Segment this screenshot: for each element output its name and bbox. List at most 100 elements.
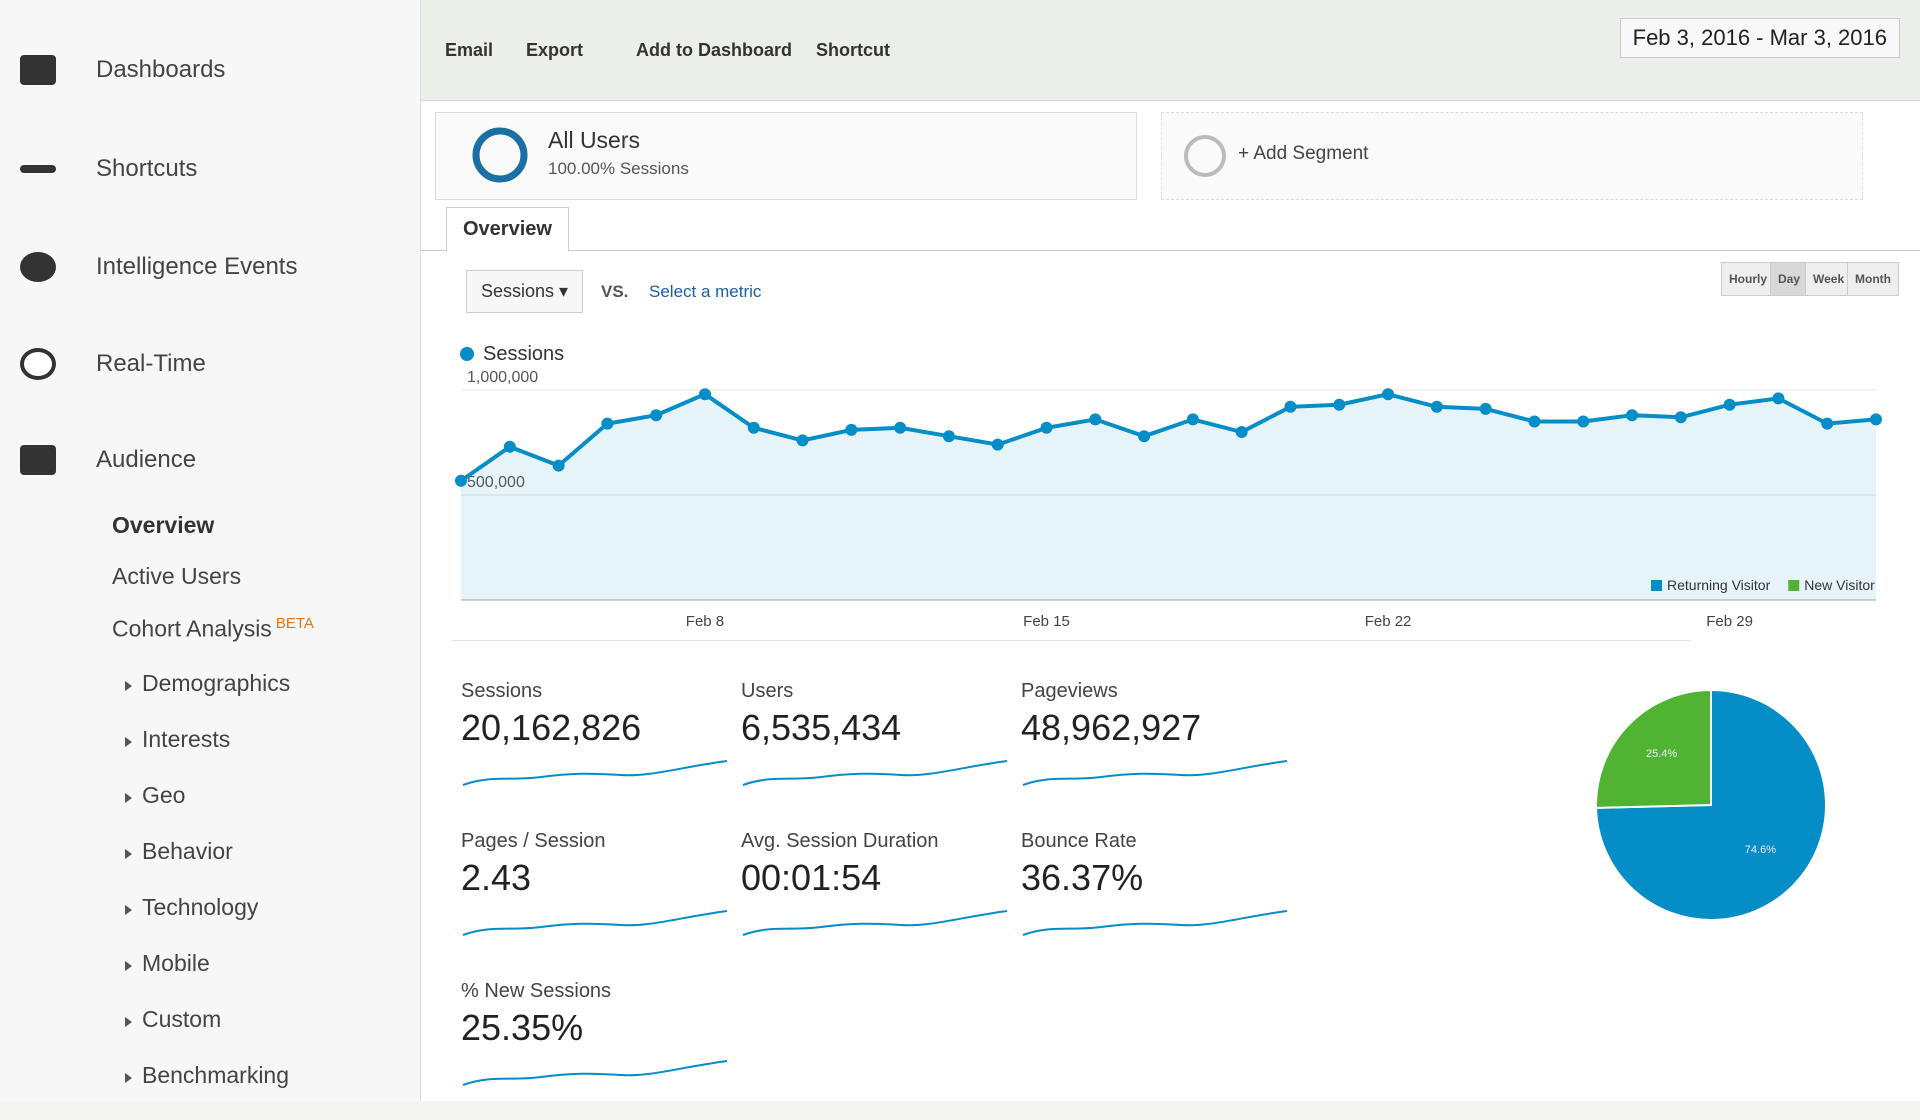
beta-badge: BETA bbox=[275, 615, 314, 632]
nav-group[interactable]: Interests bbox=[125, 726, 230, 753]
sparkline bbox=[462, 1060, 728, 1086]
nav-group[interactable]: Demographics bbox=[125, 670, 290, 697]
metric-label: Pageviews bbox=[1021, 680, 1118, 702]
metric-tile: Avg. Session Duration 00:01:54 bbox=[741, 830, 1011, 970]
metric-label: % New Sessions bbox=[461, 980, 612, 1002]
point bbox=[796, 434, 809, 447]
date-range[interactable]: Feb 3, 2016 - Mar 3, 2016 bbox=[1619, 18, 1900, 58]
metric-value: 20,162,826 bbox=[461, 707, 642, 748]
sparkline bbox=[462, 910, 728, 936]
point bbox=[894, 421, 907, 434]
sidebar: Dashboards Shortcuts Intelligence Events… bbox=[0, 0, 421, 1101]
toolbar-button[interactable]: Shortcut bbox=[816, 40, 890, 60]
pie-slice bbox=[1595, 688, 1827, 921]
legend-marker bbox=[460, 347, 474, 361]
metric-tile: Sessions 20,162,826 bbox=[461, 680, 731, 820]
point bbox=[845, 423, 858, 436]
nav-sub[interactable]: Cohort Analysis BETA bbox=[112, 615, 314, 643]
add-segment[interactable]: + Add Segment bbox=[1161, 112, 1863, 200]
line bbox=[459, 391, 1877, 483]
nav-item[interactable]: Dashboards bbox=[20, 55, 225, 85]
sparkline bbox=[1022, 760, 1288, 786]
pie-chart: Returning Visitor New Visitor 74.6% 25.4% bbox=[1595, 577, 1875, 921]
point bbox=[1577, 415, 1590, 428]
metric-picker[interactable]: Sessions ▾ bbox=[466, 270, 584, 313]
add-segment-icon bbox=[1184, 135, 1226, 177]
point bbox=[455, 474, 467, 487]
point bbox=[503, 440, 516, 453]
icon bbox=[20, 445, 56, 475]
granularity[interactable]: Week bbox=[1805, 262, 1853, 296]
toolbar-button[interactable]: Add to Dashboard bbox=[636, 40, 792, 60]
legend-label: Sessions bbox=[483, 343, 564, 365]
nav-sub[interactable]: Active Users bbox=[112, 563, 242, 589]
nav-group[interactable]: Custom bbox=[125, 1006, 221, 1033]
metric-tile: Users 6,535,434 bbox=[741, 680, 1011, 820]
metric-value: 48,962,927 bbox=[1021, 707, 1202, 748]
icon bbox=[20, 252, 56, 282]
metric-tile: Pageviews 48,962,927 bbox=[1021, 680, 1291, 820]
sparkline bbox=[462, 760, 728, 786]
tab-line bbox=[421, 250, 1920, 251]
segment[interactable]: All Users 100.00% Sessions bbox=[435, 112, 1137, 200]
nav-group[interactable]: Technology bbox=[125, 894, 258, 921]
nav-group[interactable]: Behavior bbox=[125, 838, 233, 865]
tab[interactable]: Overview bbox=[446, 207, 569, 252]
nav-item[interactable]: Real-Time bbox=[20, 348, 206, 380]
point bbox=[991, 438, 1004, 451]
nav-item[interactable]: Intelligence Events bbox=[20, 252, 297, 282]
toolbar-button[interactable]: Export bbox=[526, 40, 584, 60]
metric: Sessions bbox=[481, 281, 555, 301]
metric-value: 6,535,434 bbox=[741, 707, 902, 748]
point bbox=[1235, 426, 1248, 438]
point bbox=[1284, 400, 1297, 413]
point bbox=[1089, 413, 1102, 426]
legend-marker bbox=[1651, 580, 1662, 591]
metric-label: Sessions bbox=[461, 680, 543, 702]
nav-group[interactable]: Mobile bbox=[125, 950, 210, 977]
add-segment-label: + Add Segment bbox=[1238, 143, 1369, 164]
pie-slice bbox=[1595, 688, 1712, 809]
point bbox=[1772, 392, 1785, 405]
nav-label: Intelligence Events bbox=[96, 253, 298, 280]
nav-sub[interactable]: Overview bbox=[112, 512, 215, 538]
point bbox=[1723, 398, 1736, 411]
granularity[interactable]: Hourly bbox=[1721, 262, 1776, 296]
point bbox=[747, 421, 760, 434]
nav-item[interactable]: Shortcuts bbox=[20, 155, 197, 183]
nav-group[interactable]: Geo bbox=[125, 782, 185, 809]
point bbox=[698, 388, 711, 401]
x-tick-label: Feb 22 bbox=[1365, 613, 1412, 630]
legend-label: Returning Visitor bbox=[1667, 577, 1771, 593]
select-metric[interactable]: Select a metric bbox=[649, 282, 762, 301]
point bbox=[1430, 400, 1443, 413]
main: Email Export Add to Dashboard Shortcut F… bbox=[421, 0, 1920, 1101]
toolbar-button[interactable]: Email bbox=[445, 40, 494, 60]
sparkline bbox=[1022, 910, 1288, 936]
point bbox=[942, 430, 955, 443]
point bbox=[1821, 417, 1834, 430]
icon bbox=[20, 55, 56, 85]
metric-value: 00:01:54 bbox=[741, 857, 882, 898]
point bbox=[1626, 409, 1639, 422]
metric-value: 2.43 bbox=[461, 857, 532, 898]
line-chart: Sessions 500,000 1,000,000 Feb 8 Feb 15 Feb 2… bbox=[455, 343, 1882, 630]
metric-tile: Pages / Session 2.43 bbox=[461, 830, 731, 970]
granularity[interactable]: Month bbox=[1847, 262, 1899, 296]
segment-share: 100.00% Sessions bbox=[548, 159, 689, 178]
nav-label: Shortcuts bbox=[96, 155, 198, 182]
x-tick-label: Feb 29 bbox=[1706, 613, 1753, 630]
metric-label: Users bbox=[741, 680, 794, 702]
icon bbox=[20, 348, 56, 380]
x-tick-label: Feb 15 bbox=[1023, 613, 1070, 630]
sparkline bbox=[742, 760, 1008, 786]
vs: VS. bbox=[601, 282, 629, 301]
nav-group[interactable]: Benchmarking bbox=[125, 1062, 289, 1089]
nav-label: Real-Time bbox=[96, 350, 206, 377]
point bbox=[552, 459, 565, 472]
sparkline bbox=[742, 910, 1008, 936]
metric-tile: % New Sessions 25.35% bbox=[461, 980, 731, 1120]
pie-label: 25.4% bbox=[1646, 748, 1677, 760]
nav-item[interactable]: Audience bbox=[20, 445, 196, 475]
granularity[interactable]: Day bbox=[1770, 262, 1809, 296]
